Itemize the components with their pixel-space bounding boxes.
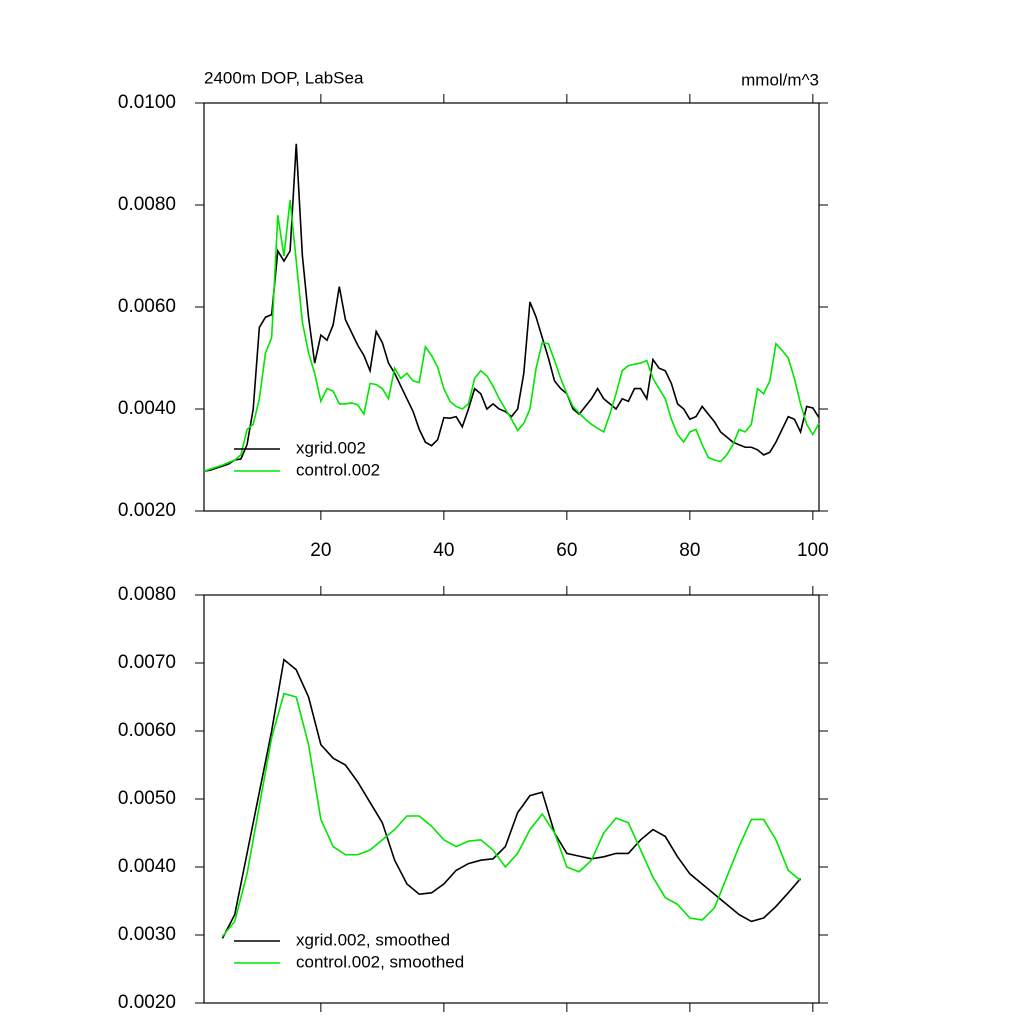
units-label: mmol/m^3	[741, 70, 819, 89]
y-tick-label: 0.0020	[118, 500, 176, 521]
y-tick-label: 0.0040	[118, 856, 176, 877]
x-tick-label: 40	[433, 540, 454, 561]
legend-label: control.002, smoothed	[296, 952, 464, 971]
y-tick-label: 0.0080	[118, 194, 176, 215]
y-tick-label: 0.0060	[118, 296, 176, 317]
x-tick-label: 80	[679, 540, 700, 561]
data-line	[203, 143, 820, 473]
legend-label: xgrid.002	[296, 438, 366, 457]
y-tick-label: 0.0040	[118, 398, 176, 419]
chart-title: 2400m DOP, LabSea	[204, 68, 364, 87]
data-line	[221, 692, 802, 937]
y-tick-label: 0.0070	[118, 652, 176, 673]
y-tick-label: 0.0050	[118, 788, 176, 809]
x-tick-label: 100	[797, 540, 829, 561]
x-tick-label: 20	[310, 540, 331, 561]
legend-label: control.002	[296, 460, 380, 479]
y-tick-label: 0.0060	[118, 720, 176, 741]
y-tick-label: 0.0100	[118, 92, 176, 113]
y-tick-label: 0.0020	[118, 992, 176, 1013]
legend-label: xgrid.002, smoothed	[296, 930, 450, 949]
data-line	[203, 199, 820, 472]
y-tick-label: 0.0030	[118, 924, 176, 945]
data-line	[221, 658, 802, 939]
y-tick-label: 0.0080	[118, 584, 176, 605]
x-tick-label: 60	[556, 540, 577, 561]
